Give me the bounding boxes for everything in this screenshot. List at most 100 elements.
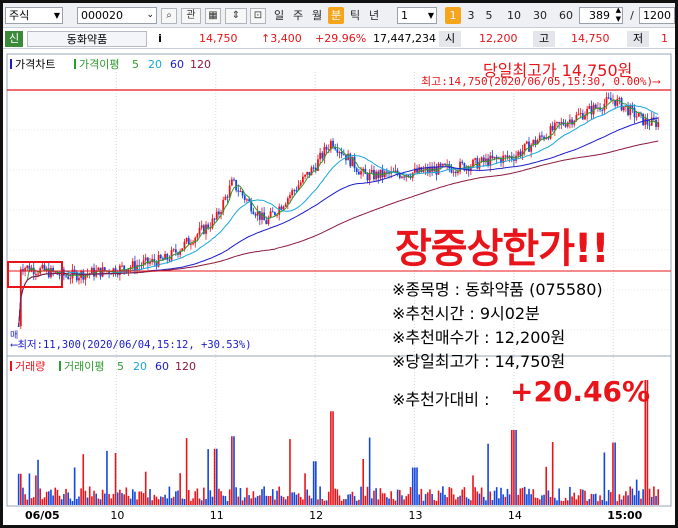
- candle-body: [196, 234, 199, 238]
- volume-bar: [431, 494, 433, 505]
- volume-bar: [407, 494, 410, 505]
- volume-bar: [269, 495, 272, 505]
- period-tab[interactable]: 틱: [349, 9, 361, 22]
- candle-body: [534, 139, 537, 145]
- candle-body: [642, 113, 645, 126]
- candle-body: [351, 156, 354, 167]
- volume-bar: [383, 493, 386, 505]
- period-tab[interactable]: 년: [368, 9, 380, 22]
- volume-bar: [116, 492, 119, 505]
- quote-strip: 신 동화약품 i 14,750 ↑3,400 +29.96% 17,447,23…: [3, 29, 675, 49]
- stock-name[interactable]: 동화약품: [27, 31, 147, 47]
- chart-background: [3, 50, 675, 525]
- candle-body: [159, 254, 162, 259]
- search-icon[interactable]: ⌕: [161, 8, 177, 24]
- market-select[interactable]: 주식 ▼: [5, 7, 63, 24]
- volume-bar: [416, 467, 418, 505]
- volume-bar: [450, 488, 453, 505]
- candle-body: [579, 113, 582, 115]
- volume-bar: [607, 489, 610, 505]
- candle-body: [185, 237, 188, 242]
- candle-body: [284, 204, 287, 207]
- volume-bar: [239, 488, 242, 505]
- volume-bar: [17, 473, 20, 505]
- candle-body: [390, 171, 393, 174]
- volume-bar: [439, 492, 442, 505]
- candle-body: [360, 171, 362, 175]
- candle-body: [504, 155, 507, 157]
- volume-bar: [198, 498, 201, 505]
- volume-bar: [304, 473, 306, 505]
- info-line-name: ※종목명 : 동화약품 (075580): [392, 280, 603, 299]
- volume-bar: [448, 487, 451, 505]
- volume-bar: [371, 498, 373, 505]
- volume-bar: [93, 490, 95, 505]
- candle-body: [413, 168, 416, 173]
- candle-body: [439, 163, 442, 166]
- candle-body: [491, 155, 494, 159]
- candle-body: [517, 151, 520, 156]
- volume-legend-title: 거래량: [15, 360, 45, 373]
- minute-tab[interactable]: 60: [559, 9, 573, 22]
- volume-bar: [599, 495, 601, 505]
- volume-bar: [48, 491, 50, 505]
- lock-icon[interactable]: ⊡: [250, 8, 266, 24]
- updown-stepper[interactable]: ⇕: [225, 8, 247, 24]
- candle-body: [480, 157, 483, 162]
- candle-body: [241, 191, 244, 196]
- fav-button[interactable]: 관: [181, 8, 201, 24]
- volume-bar: [302, 499, 304, 505]
- candle-body: [340, 151, 343, 155]
- info-icon[interactable]: i: [158, 32, 162, 45]
- volume-bar: [452, 494, 455, 505]
- volume-bar: [254, 497, 257, 505]
- code-input[interactable]: 000020 ⌄: [77, 7, 157, 24]
- volume-bar: [545, 466, 548, 505]
- candle-body: [588, 106, 591, 109]
- count-stepper[interactable]: 389 ▲ ▼: [579, 7, 623, 24]
- volume-bar: [56, 489, 59, 505]
- volume-bar: [644, 380, 647, 505]
- chart-area[interactable]: 가격차트 가격이평 5 20 60 120 거래량 거래이평 5 20 60 1…: [3, 50, 675, 525]
- minute-tab[interactable]: 5: [485, 9, 493, 22]
- volume-bar: [334, 488, 336, 505]
- minute-tab[interactable]: 10: [507, 9, 521, 22]
- minute-tab[interactable]: 1: [445, 7, 461, 24]
- volume-bar: [538, 499, 541, 505]
- volume-bar: [60, 499, 63, 505]
- volume-bar: [470, 500, 472, 505]
- candle-body: [28, 265, 31, 272]
- candle-body: [556, 122, 558, 124]
- candle-body: [543, 136, 545, 139]
- minute-tab[interactable]: 3: [467, 9, 475, 22]
- volume-bar: [99, 499, 102, 505]
- candle-body: [293, 190, 296, 192]
- candle-body: [532, 139, 535, 145]
- ma120-line: [18, 140, 659, 327]
- total-input[interactable]: 1200: [639, 7, 675, 24]
- volume-bar: [435, 500, 438, 505]
- minute-tab[interactable]: 30: [533, 9, 547, 22]
- period-tab[interactable]: 일: [273, 9, 285, 22]
- candle-body: [65, 275, 67, 277]
- volume-bar: [375, 488, 377, 505]
- period-tab[interactable]: 주: [292, 9, 304, 22]
- moving-average-lines: [18, 99, 659, 327]
- vol-ma-period-20: 20: [133, 360, 147, 373]
- grid-icon[interactable]: ▦: [205, 8, 221, 24]
- candle-body: [422, 169, 425, 172]
- volume-bar: [41, 499, 44, 505]
- interval-select[interactable]: 1 ▼: [397, 7, 437, 24]
- high-label: 고: [533, 31, 555, 47]
- volume-bar: [536, 498, 539, 505]
- candle-body: [521, 150, 524, 156]
- candle-body: [375, 171, 378, 180]
- low-price: 1: [661, 32, 668, 45]
- period-tab[interactable]: 분: [328, 7, 344, 24]
- volume-bar: [562, 500, 565, 505]
- candle-body: [510, 156, 513, 159]
- volume-bar: [261, 489, 263, 505]
- period-tab[interactable]: 월: [311, 9, 323, 22]
- volume-bar: [368, 437, 371, 505]
- volume-bar: [603, 452, 606, 505]
